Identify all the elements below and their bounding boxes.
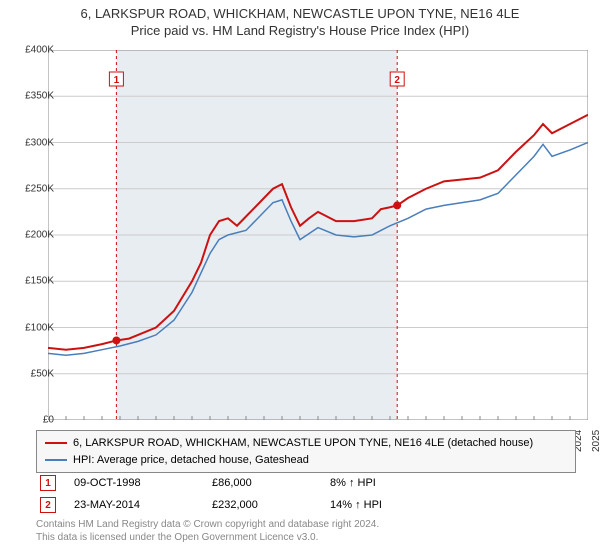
title-line-1: 6, LARKSPUR ROAD, WHICKHAM, NEWCASTLE UP…: [0, 6, 600, 23]
sale-date-1: 09-OCT-1998: [74, 477, 194, 489]
svg-text:1: 1: [114, 75, 120, 86]
x-tick-label: 2025: [591, 430, 600, 452]
chart-svg: 12: [48, 50, 588, 420]
y-tick-label: £100K: [10, 322, 54, 333]
title-block: 6, LARKSPUR ROAD, WHICKHAM, NEWCASTLE UP…: [0, 0, 600, 40]
y-tick-label: £300K: [10, 137, 54, 148]
legend: 6, LARKSPUR ROAD, WHICKHAM, NEWCASTLE UP…: [36, 430, 576, 473]
sale-date-2: 23-MAY-2014: [74, 499, 194, 511]
y-tick-label: £250K: [10, 183, 54, 194]
sale-price-1: £86,000: [212, 477, 312, 489]
svg-text:2: 2: [394, 75, 400, 86]
y-tick-label: £200K: [10, 230, 54, 241]
legend-swatch-property: [45, 442, 67, 444]
footer: Contains HM Land Registry data © Crown c…: [36, 518, 576, 544]
sale-row-2: 2 23-MAY-2014 £232,000 14% ↑ HPI: [36, 494, 576, 516]
chart-plot-area: 12: [48, 50, 588, 420]
sale-marker-1-num: 1: [45, 478, 51, 489]
title-line-2: Price paid vs. HM Land Registry's House …: [0, 23, 600, 40]
legend-row-hpi: HPI: Average price, detached house, Gate…: [45, 452, 567, 469]
y-tick-label: £50K: [10, 368, 54, 379]
y-tick-label: £0: [10, 415, 54, 426]
sale-hpi-1: 8% ↑ HPI: [330, 477, 450, 489]
footer-line-1: Contains HM Land Registry data © Crown c…: [36, 518, 576, 531]
sale-marker-2: 2: [40, 497, 56, 513]
sale-marker-1: 1: [40, 475, 56, 491]
sale-marker-2-num: 2: [45, 500, 51, 511]
sale-hpi-2: 14% ↑ HPI: [330, 499, 450, 511]
y-tick-label: £400K: [10, 45, 54, 56]
chart-container: 6, LARKSPUR ROAD, WHICKHAM, NEWCASTLE UP…: [0, 0, 600, 560]
y-tick-label: £150K: [10, 276, 54, 287]
legend-swatch-hpi: [45, 459, 67, 461]
legend-label-property: 6, LARKSPUR ROAD, WHICKHAM, NEWCASTLE UP…: [73, 435, 533, 452]
legend-label-hpi: HPI: Average price, detached house, Gate…: [73, 452, 309, 469]
footer-line-2: This data is licensed under the Open Gov…: [36, 531, 576, 544]
sale-row-1: 1 09-OCT-1998 £86,000 8% ↑ HPI: [36, 472, 576, 494]
y-tick-label: £350K: [10, 91, 54, 102]
legend-row-property: 6, LARKSPUR ROAD, WHICKHAM, NEWCASTLE UP…: [45, 435, 567, 452]
sales-table: 1 09-OCT-1998 £86,000 8% ↑ HPI 2 23-MAY-…: [36, 472, 576, 516]
sale-price-2: £232,000: [212, 499, 312, 511]
